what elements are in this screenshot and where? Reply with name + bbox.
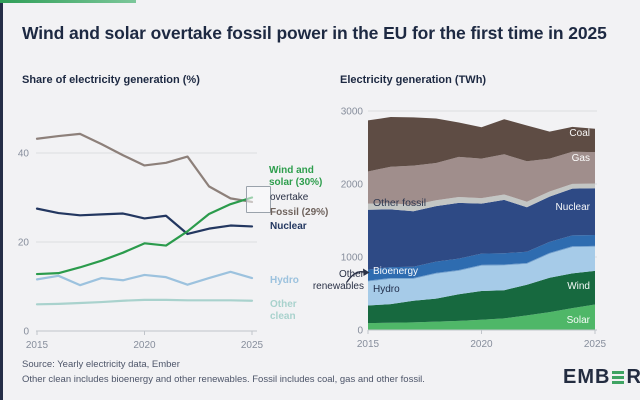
area-wind xyxy=(368,270,595,324)
left-accent-bar xyxy=(0,0,3,400)
hydro-label-left: Hydro xyxy=(270,275,299,286)
nuclear-area-label: Nuclear xyxy=(555,202,590,213)
footnote-line: Other clean includes bioenergy and other… xyxy=(22,374,425,385)
wind-solar-label: Wind and solar (30%) xyxy=(269,165,323,188)
y-tick-label: 0 xyxy=(357,326,363,337)
y-tick-label: 0 xyxy=(23,327,29,338)
area-coal xyxy=(368,117,595,172)
fossil-label: Fossil (29%) xyxy=(270,207,329,218)
other-clean-label: Other clean xyxy=(270,299,297,322)
page-title: Wind and solar overtake fossil power in … xyxy=(22,22,607,43)
left-chart-subtitle: Share of electricity generation (%) xyxy=(22,74,200,86)
source-line: Source: Yearly electricity data, Ember xyxy=(22,359,180,370)
area-bioenergy xyxy=(368,234,595,281)
top-green-accent-bar xyxy=(0,0,136,3)
other-fossil-area-label: Other fossil xyxy=(373,197,427,209)
bioenergy-area-label: Bioenergy xyxy=(373,266,419,277)
nuclear-label-left: Nuclear xyxy=(270,221,307,232)
x-tick-label: 2015 xyxy=(357,339,380,350)
ember-logo-text-suffix: R xyxy=(626,366,640,388)
line-wind-and-solar xyxy=(35,196,254,276)
area-nuclear xyxy=(368,188,595,270)
solar-area-label: Solar xyxy=(566,315,590,326)
y-tick-label: 1000 xyxy=(341,253,364,264)
ember-logo-text-prefix: EMB xyxy=(563,366,611,388)
ember-logo: EMB R xyxy=(563,366,640,389)
area-hydro xyxy=(368,246,595,306)
overtake-label: overtake xyxy=(270,192,309,203)
line-hydro xyxy=(35,270,254,287)
line-other-clean xyxy=(35,298,254,306)
x-tick-label: 2020 xyxy=(133,340,156,351)
ember-e-bars-icon xyxy=(612,370,625,385)
hydro-area-label: Hydro xyxy=(373,284,400,295)
y-tick-label: 3000 xyxy=(341,107,364,118)
gas-area-label: Gas xyxy=(571,153,590,164)
area-solar xyxy=(368,304,595,330)
y-tick-label: 2000 xyxy=(341,180,364,191)
x-tick-label: 2025 xyxy=(241,340,264,351)
y-tick-label: 40 xyxy=(18,149,30,160)
other-renewables-arrow-icon xyxy=(346,268,370,283)
coal-area-label: Coal xyxy=(569,128,590,139)
area-other-fossil xyxy=(368,183,595,212)
line-fossil xyxy=(35,132,254,204)
wind-area-label: Wind xyxy=(567,281,590,292)
other-renewables-label: Other renewables xyxy=(312,269,364,292)
generation-area-chart: 0 1000 2000 3000 2015 2020 2025 xyxy=(341,107,607,351)
share-line-chart: 0 20 40 2015 2020 2025 xyxy=(18,132,264,351)
right-chart-subtitle: Electricity generation (TWh) xyxy=(340,74,487,86)
x-tick-label: 2025 xyxy=(584,339,607,350)
crossover-highlight-box xyxy=(246,186,271,213)
line-nuclear xyxy=(35,207,254,236)
area-gas xyxy=(368,151,595,206)
x-tick-label: 2020 xyxy=(470,339,493,350)
x-tick-label: 2015 xyxy=(26,340,49,351)
y-tick-label: 20 xyxy=(18,238,30,249)
